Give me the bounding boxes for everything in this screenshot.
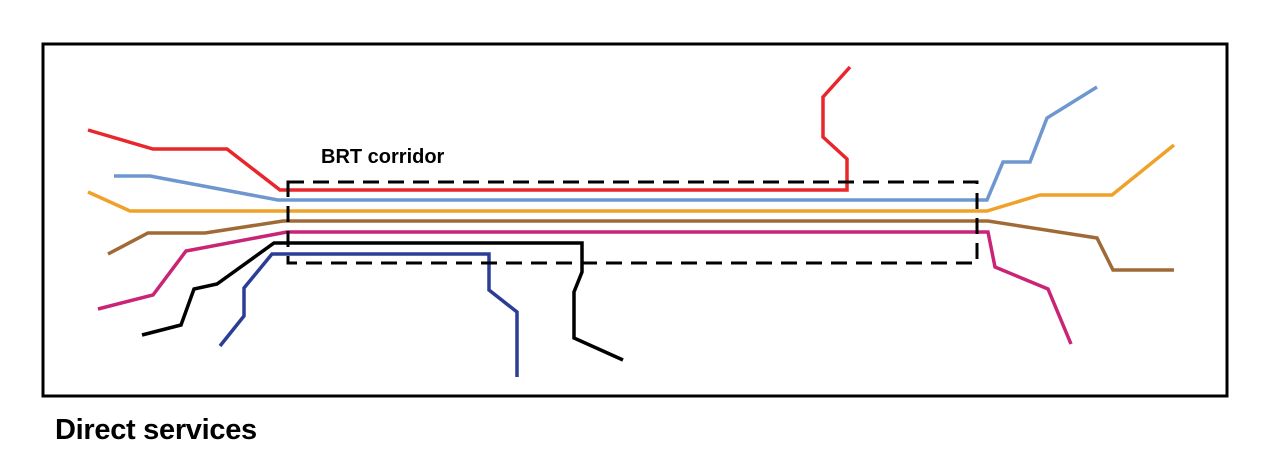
route-lines bbox=[87, 65, 1176, 377]
route-line-magenta bbox=[97, 230, 1073, 345]
route-line-red bbox=[87, 65, 852, 192]
route-line-light-blue bbox=[114, 85, 1098, 202]
diagram-frame bbox=[41, 42, 1229, 398]
route-line-black bbox=[141, 241, 624, 362]
diagram-caption: Direct services bbox=[55, 414, 257, 446]
brt-corridor-box bbox=[286, 180, 979, 265]
brt-corridor-label: BRT corridor bbox=[321, 146, 445, 168]
route-line-dark-blue bbox=[218, 252, 519, 377]
route-line-brown bbox=[107, 219, 1174, 272]
route-line-orange bbox=[87, 143, 1176, 213]
